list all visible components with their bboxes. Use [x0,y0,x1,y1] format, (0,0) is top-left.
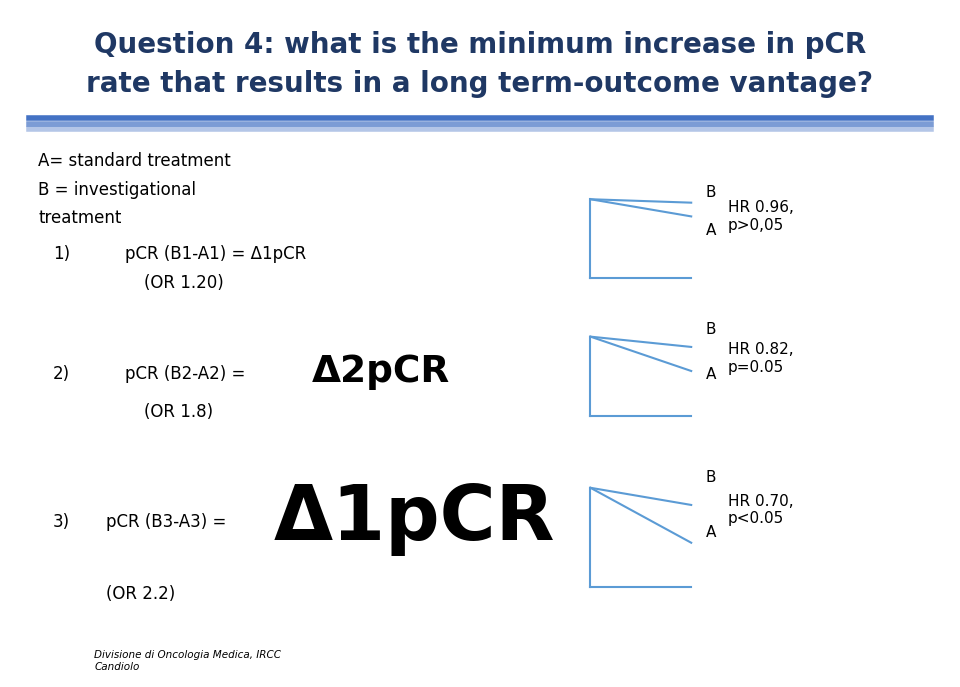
Text: HR 0.70,
p<0.05: HR 0.70, p<0.05 [728,493,793,526]
Text: 1): 1) [53,245,70,263]
Text: pCR (B3-A3) =: pCR (B3-A3) = [106,513,231,531]
Text: A: A [706,367,716,382]
Text: B: B [706,185,716,200]
Text: A= standard treatment: A= standard treatment [38,153,231,170]
Text: HR 0.96,
p>0,05: HR 0.96, p>0,05 [728,200,794,233]
Text: (OR 1.8): (OR 1.8) [144,403,213,421]
Text: 2): 2) [53,365,70,383]
Text: (OR 1.20): (OR 1.20) [144,274,224,292]
Text: Divisione di Oncologia Medica, IRCC
Candiolo: Divisione di Oncologia Medica, IRCC Cand… [94,651,281,672]
Text: pCR (B2-A2) =: pCR (B2-A2) = [125,365,251,383]
Text: treatment: treatment [38,209,122,227]
Text: A: A [706,525,716,540]
Text: pCR (B1-A1) = Δ1pCR: pCR (B1-A1) = Δ1pCR [125,245,306,263]
Text: 3): 3) [53,513,70,531]
Text: Δ1pCR: Δ1pCR [274,482,555,556]
Text: A: A [706,223,716,238]
Text: rate that results in a long term-outcome vantage?: rate that results in a long term-outcome… [86,70,874,98]
Text: B = investigational: B = investigational [38,181,197,199]
Text: B: B [706,470,716,485]
Text: Question 4: what is the minimum increase in pCR: Question 4: what is the minimum increase… [94,31,866,58]
Text: HR 0.82,
p=0.05: HR 0.82, p=0.05 [728,342,793,375]
Text: Δ2pCR: Δ2pCR [312,354,450,390]
Text: B: B [706,322,716,337]
Text: (OR 2.2): (OR 2.2) [106,585,175,603]
